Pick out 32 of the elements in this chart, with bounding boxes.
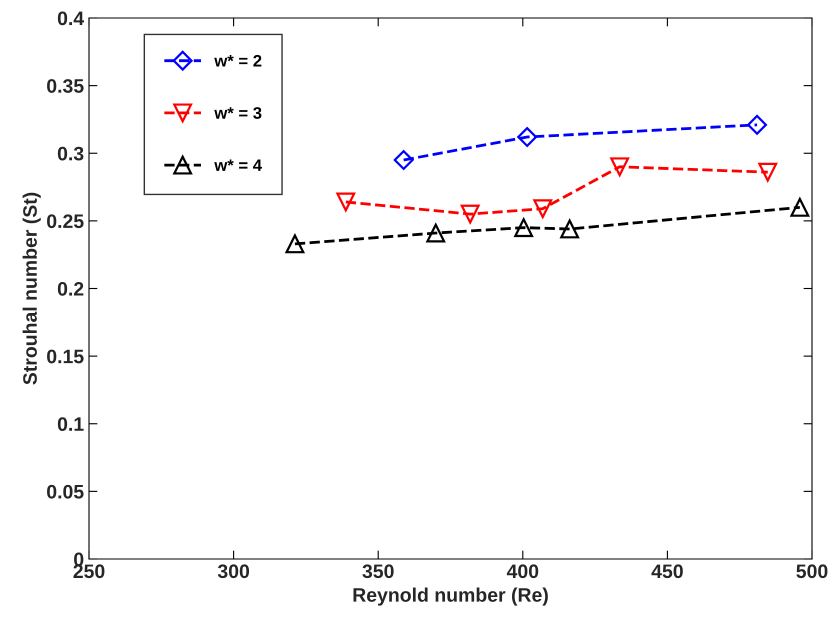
x-tick-label: 300 (218, 564, 250, 578)
x-tick-label: 500 (796, 564, 828, 578)
x-tick-label: 450 (651, 564, 683, 578)
y-tick-label: 0.1 (58, 417, 84, 431)
x-axis-title: Reynold number (Re) (353, 588, 548, 606)
point (336, 192, 356, 212)
x-tick-label: 350 (362, 564, 394, 578)
point (747, 114, 767, 135)
point (560, 220, 580, 238)
y-tick-label: 0.25 (47, 214, 84, 228)
point (460, 204, 480, 224)
x-tick-label: 250 (73, 564, 104, 578)
y-axis-title: Strouhal number (St) (22, 192, 41, 385)
point (610, 157, 630, 176)
y-tick-label: 0.4 (58, 11, 84, 26)
y-tick-label: 0.2 (58, 282, 84, 296)
y-tick-label: 0.3 (58, 146, 84, 161)
point (517, 127, 538, 147)
point (514, 218, 534, 238)
legend-label: w* = 4 (214, 159, 262, 171)
point (758, 162, 778, 182)
y-tick-label: 0.15 (47, 350, 84, 364)
point (790, 198, 810, 217)
point (394, 150, 414, 170)
y-tick-label: 0.35 (47, 79, 84, 93)
point (533, 199, 552, 218)
point (285, 234, 304, 254)
x-tick-label: 400 (506, 564, 538, 578)
legend-label: w* = 3 (214, 107, 262, 119)
point (426, 224, 446, 242)
legend-label: w* = 2 (214, 54, 262, 67)
y-tick-label: 0.05 (47, 484, 84, 499)
